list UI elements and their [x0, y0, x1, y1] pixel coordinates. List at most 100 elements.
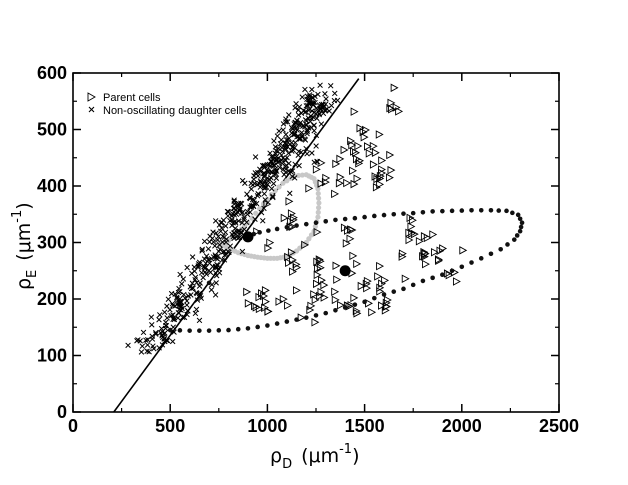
light-trajectory-point: [284, 178, 290, 184]
parent-cell-point: [353, 309, 362, 318]
parent-cell-point: [421, 249, 430, 259]
daughter-cell-point: [215, 233, 222, 240]
daughter-cell-point: [268, 169, 274, 175]
daughter-cell-point: [307, 106, 313, 113]
daughter-cell-point: [273, 148, 280, 154]
parent-cell-point: [436, 246, 445, 256]
parent-cell-point: [275, 297, 284, 306]
daughter-cell-point: [261, 172, 268, 179]
y-tick-label: 500: [37, 120, 67, 140]
daughter-cell-point: [322, 107, 329, 113]
parent-cell-point: [280, 213, 289, 223]
y-tick-label: 0: [57, 402, 67, 422]
parent-cell-point: [369, 160, 378, 169]
daughter-cell-point: [172, 291, 178, 297]
parent-cell-point: [429, 230, 438, 239]
dark-trajectory-point: [519, 220, 525, 226]
dark-trajectory-point: [362, 299, 367, 305]
daughter-cell-point: [314, 115, 320, 122]
daughter-cell-point: [192, 310, 199, 317]
parent-cell-point: [395, 107, 404, 116]
daughter-cell-point: [178, 281, 185, 287]
daughter-cell-point: [218, 219, 224, 226]
daughter-cell-point: [309, 86, 315, 93]
dark-trajectory-point: [372, 213, 377, 219]
parent-cell-point: [312, 165, 321, 174]
parent-cells-group: [243, 83, 468, 327]
parent-cell-point: [378, 168, 387, 178]
dark-trajectory-point: [274, 226, 280, 232]
dark-trajectory-point: [257, 230, 262, 235]
daughter-cell-point: [212, 253, 219, 260]
daughter-cell-point: [275, 148, 281, 155]
daughter-cell-point: [261, 162, 268, 169]
daughter-cell-point: [212, 264, 219, 271]
daughter-cell-point: [198, 295, 205, 301]
daughter-cell-point: [281, 171, 287, 178]
daughter-cell-point: [295, 112, 302, 118]
parent-cell-point: [369, 141, 378, 151]
x-axis-subscript: D: [282, 457, 292, 472]
daughter-cell-point: [310, 95, 316, 101]
daughter-cell-point: [159, 332, 165, 339]
daughter-cell-point: [287, 190, 293, 197]
parent-cell-point: [360, 132, 369, 142]
daughter-cell-point: [258, 179, 264, 185]
daughter-cell-point: [149, 322, 155, 328]
daughter-cell-point: [304, 127, 311, 133]
parent-cell-point: [378, 156, 387, 165]
dark-trajectory-point: [478, 207, 484, 213]
daughter-cell-point: [125, 342, 131, 349]
daughter-cell-point: [295, 107, 302, 113]
ticks: 0 500 1000 1500 2000 2500 0 100 200 300 400 500 600: [37, 63, 579, 436]
daughter-cell-point: [305, 115, 312, 121]
daughter-cell-point: [297, 136, 304, 142]
daughter-cell-point: [286, 112, 292, 118]
parent-cell-point: [355, 159, 364, 168]
parent-cell-point: [262, 297, 270, 306]
parent-cell-point: [331, 287, 340, 296]
daughter-cell-point: [302, 86, 308, 93]
parent-cell-point: [349, 166, 358, 176]
parent-cell-point: [363, 276, 372, 286]
x-axis-symbol: ρ: [270, 445, 282, 467]
parent-cell-point: [365, 149, 374, 158]
daughter-cell-point: [169, 338, 176, 345]
parent-cell-point: [376, 174, 385, 183]
daughter-cell-point: [283, 119, 289, 125]
daughter-cell-point: [189, 270, 195, 277]
parent-cell-point: [340, 223, 349, 233]
daughter-cell-point: [258, 167, 265, 174]
daughter-cell-point: [199, 248, 205, 254]
daughter-cell-point: [266, 163, 273, 170]
parent-cell-point: [347, 136, 356, 146]
dark-trajectory-point: [255, 324, 260, 330]
daughter-cell-point: [250, 203, 257, 209]
parent-cell-point: [364, 142, 372, 151]
parent-cell-point: [435, 256, 444, 265]
daughter-cell-point: [210, 239, 217, 245]
parent-cell-point: [415, 236, 424, 246]
dark-trajectory-point: [459, 208, 465, 213]
dark-trajectory-point: [294, 223, 299, 228]
fit-line: [113, 78, 360, 413]
daughter-cell-point: [289, 168, 296, 174]
daughter-cell-point: [177, 271, 183, 278]
daughter-cell-point: [235, 218, 242, 224]
parent-cell-point: [332, 159, 341, 169]
daughter-cell-point: [318, 121, 325, 127]
parent-cell-point: [407, 222, 416, 231]
daughter-cell-point: [184, 302, 190, 308]
daughter-cell-point: [213, 280, 219, 286]
dark-trajectory-point: [266, 228, 271, 233]
dark-trajectory-point: [352, 302, 358, 307]
dark-trajectory-point: [496, 208, 502, 213]
parent-cell-point: [363, 283, 372, 293]
parent-cell-point: [313, 270, 322, 280]
daughter-cell-point: [156, 316, 162, 323]
dark-trajectory-point: [372, 295, 377, 301]
parent-cell-point: [285, 197, 294, 206]
dark-trajectory-point: [167, 327, 173, 333]
daughter-cell-point: [229, 210, 236, 217]
parent-cell-point: [398, 252, 407, 261]
